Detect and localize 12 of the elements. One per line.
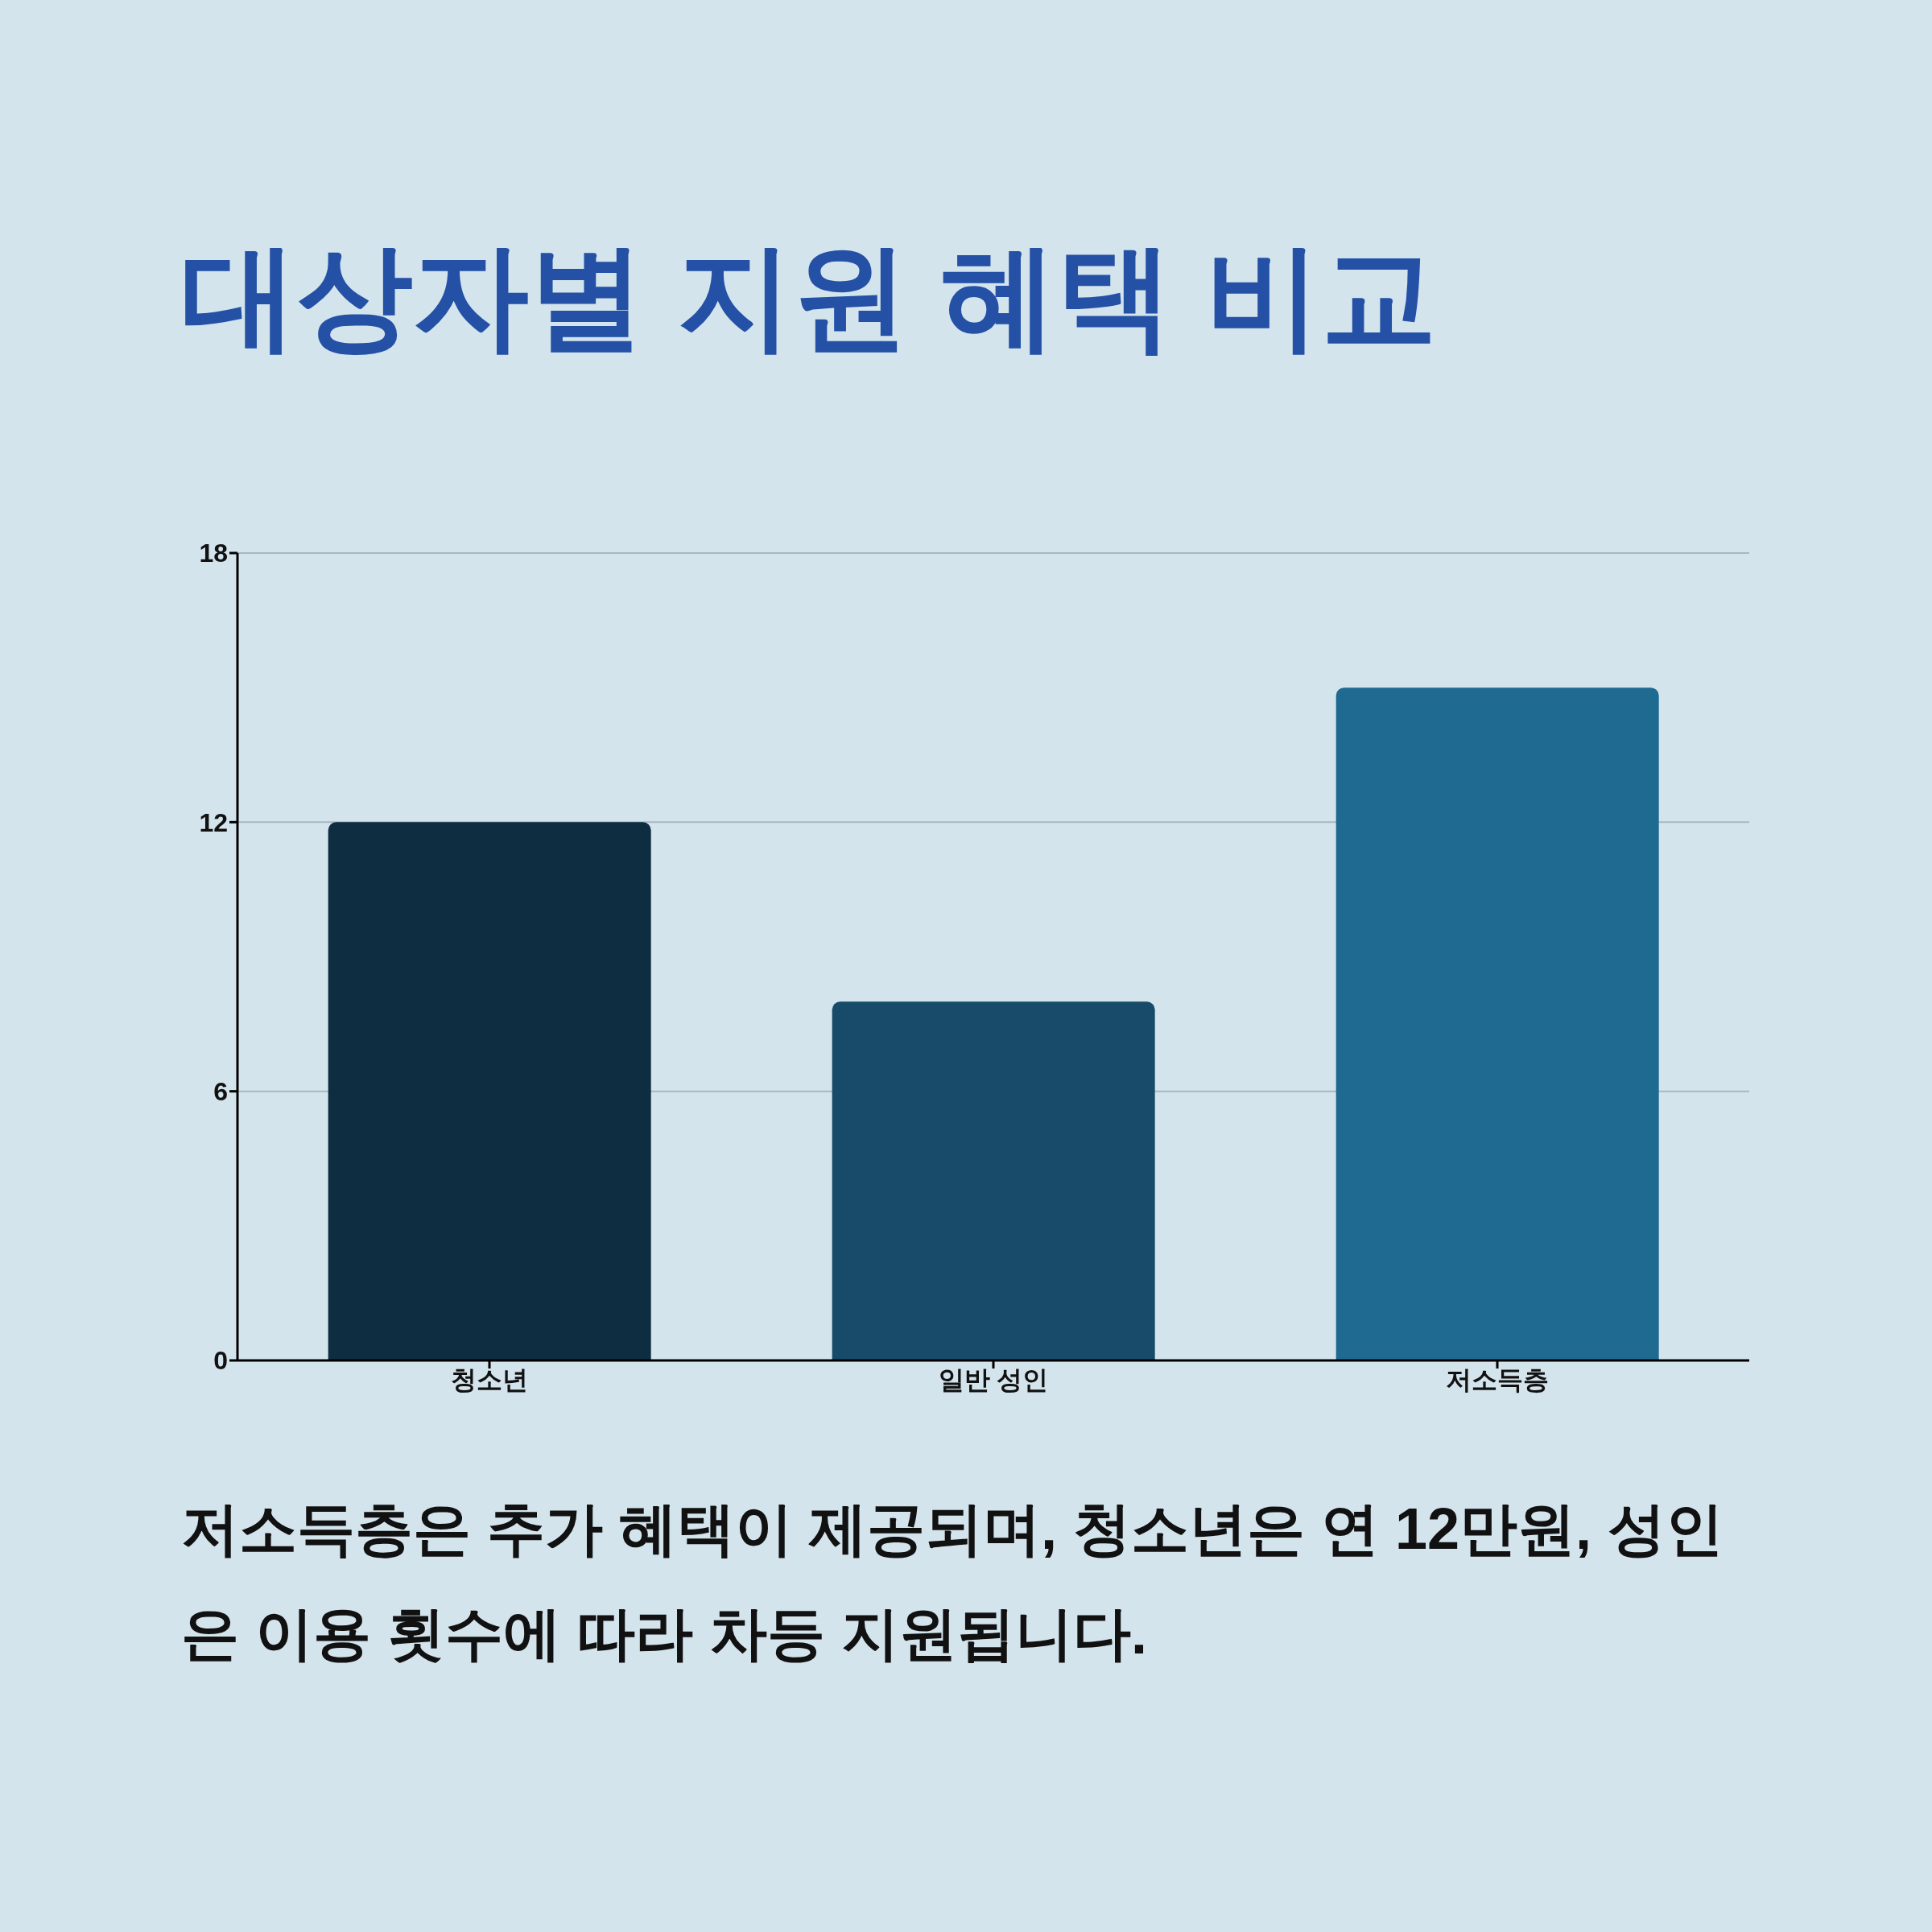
bar	[1335, 687, 1659, 1360]
x-tick-label: 일반 성인	[938, 1364, 1049, 1394]
y-tick-label: 0	[213, 1346, 228, 1376]
y-tick-label: 18	[199, 539, 228, 568]
x-tick-label: 저소득층	[1446, 1364, 1549, 1394]
bar	[328, 822, 651, 1360]
y-tick-label: 6	[213, 1077, 228, 1107]
text: 저소득층은 추가 혜택이 제공되며, 청소년은 연 12만원, 성인은 이용 횟수에 따라 차등 지원됩니다.	[181, 1496, 1725, 1667]
bar	[832, 1001, 1155, 1360]
y-tick-label: 12	[199, 807, 228, 837]
chart-title: 대상자별 지원 혜택 비교	[181, 232, 1438, 361]
x-tick-label: 청소년	[451, 1364, 528, 1394]
